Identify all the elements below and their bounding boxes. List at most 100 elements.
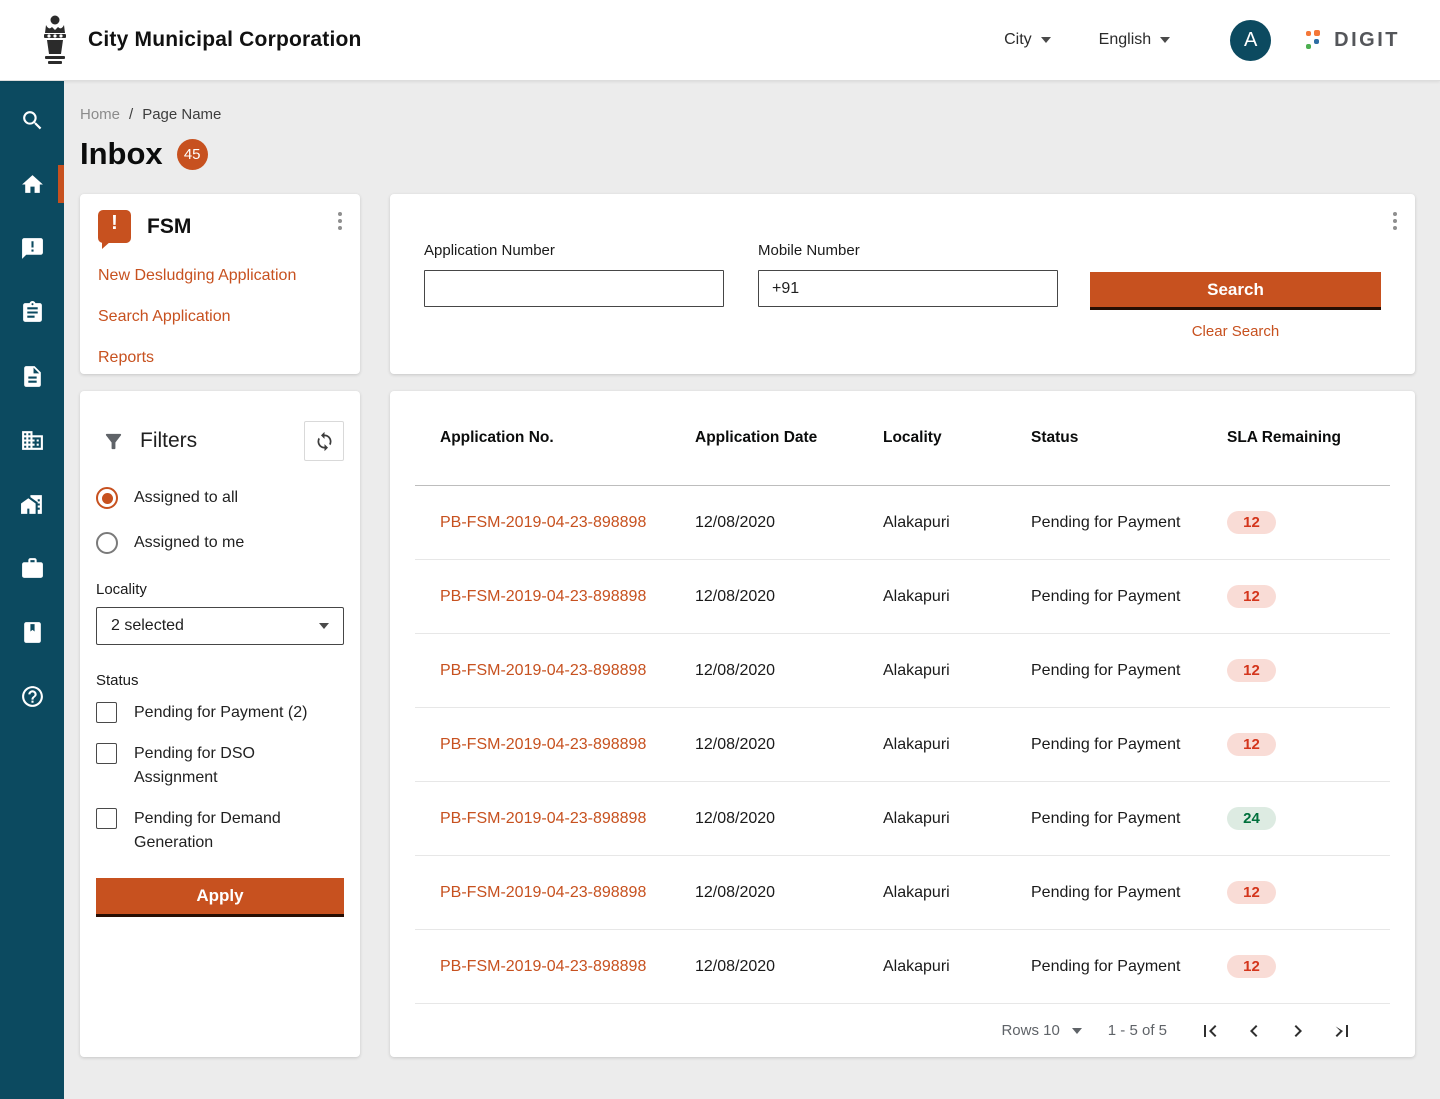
- application-number-link[interactable]: PB-FSM-2019-04-23-898898: [440, 513, 647, 531]
- locality-label: Locality: [96, 581, 147, 598]
- sidebar-item-search[interactable]: [0, 88, 64, 152]
- status-checkbox-row[interactable]: Pending for Payment (2): [96, 701, 344, 725]
- status-checkbox-group: Pending for Payment (2) Pending for DSO …: [96, 701, 344, 855]
- refresh-filters-button[interactable]: [304, 421, 344, 461]
- status-cell: Pending for Payment: [1031, 883, 1181, 901]
- application-number-link[interactable]: PB-FSM-2019-04-23-898898: [440, 809, 647, 827]
- table-row: PB-FSM-2019-04-23-898898 12/08/2020 Alak…: [415, 856, 1390, 930]
- status-cell: Pending for Payment: [1031, 735, 1181, 753]
- sidebar-item-documents[interactable]: [0, 344, 64, 408]
- sla-remaining-badge: 12: [1227, 955, 1276, 978]
- page-title: Inbox: [80, 136, 163, 171]
- locality-cell: Alakapuri: [883, 661, 950, 679]
- first-page-icon: [1204, 1024, 1217, 1037]
- locality-select[interactable]: 2 selected: [96, 607, 344, 645]
- locality-cell: Alakapuri: [883, 883, 950, 901]
- sidebar: [0, 81, 64, 1099]
- first-page-button[interactable]: [1197, 1018, 1223, 1044]
- home-work-icon: [20, 494, 42, 514]
- rows-per-page-select[interactable]: Rows 10: [1001, 1022, 1082, 1039]
- status-cell: Pending for Payment: [1031, 513, 1181, 531]
- fsm-link[interactable]: Reports: [98, 349, 155, 366]
- sidebar-item-employee[interactable]: [0, 536, 64, 600]
- fsm-module-icon: [98, 210, 131, 249]
- table-body: PB-FSM-2019-04-23-898898 12/08/2020 Alak…: [390, 486, 1415, 1004]
- breadcrumb-home-link[interactable]: Home: [80, 106, 121, 123]
- status-label: Status: [96, 672, 139, 689]
- application-date-cell: 12/08/2020: [695, 513, 776, 531]
- mobile-number-input[interactable]: [758, 270, 1058, 307]
- sidebar-item-property[interactable]: [0, 472, 64, 536]
- locality-cell: Alakapuri: [883, 735, 950, 753]
- application-number-link[interactable]: PB-FSM-2019-04-23-898898: [440, 587, 647, 605]
- sidebar-item-help[interactable]: [0, 664, 64, 728]
- table-row: PB-FSM-2019-04-23-898898 12/08/2020 Alak…: [415, 560, 1390, 634]
- main-content: Home / Page Name Inbox 45 FSM: [64, 81, 1440, 1099]
- sidebar-item-buildings[interactable]: [0, 408, 64, 472]
- assignment-radio[interactable]: Assigned to all: [96, 487, 344, 509]
- sidebar-item-complaints[interactable]: [0, 216, 64, 280]
- application-number-link[interactable]: PB-FSM-2019-04-23-898898: [440, 735, 647, 753]
- search-panel-card: Application Number Mobile Number Search …: [390, 194, 1415, 374]
- sidebar-item-home[interactable]: [0, 152, 64, 216]
- chevron-left-icon: [1250, 1024, 1258, 1037]
- filter-icon: [105, 433, 122, 449]
- mobile-number-label: Mobile Number: [758, 242, 860, 259]
- radio-icon: [96, 532, 118, 554]
- application-date-cell: 12/08/2020: [695, 809, 776, 827]
- application-number-input[interactable]: [424, 270, 724, 307]
- application-date-cell: 12/08/2020: [695, 661, 776, 679]
- fsm-module-card: FSM New Desludging Application Search Ap…: [80, 194, 360, 374]
- clear-search-link[interactable]: Clear Search: [1191, 323, 1280, 340]
- application-date-cell: 12/08/2020: [695, 883, 776, 901]
- sla-remaining-badge: 12: [1227, 511, 1276, 534]
- fsm-link[interactable]: New Desludging Application: [98, 267, 297, 284]
- feedback-icon: [21, 237, 43, 259]
- status-checkbox-row[interactable]: Pending for Demand Generation: [96, 807, 344, 855]
- application-number-link[interactable]: PB-FSM-2019-04-23-898898: [440, 661, 647, 679]
- application-date-cell: 12/08/2020: [695, 587, 776, 605]
- digit-wordmark: DIGIT: [1334, 28, 1400, 51]
- clipboard-icon: [22, 300, 42, 322]
- column-header-status: Status: [1031, 429, 1079, 446]
- status-checkbox-row[interactable]: Pending for DSO Assignment: [96, 742, 344, 790]
- filters-title: Filters: [140, 429, 198, 452]
- next-page-button[interactable]: [1285, 1018, 1311, 1044]
- search-icon: [22, 110, 41, 129]
- locality-cell: Alakapuri: [883, 809, 950, 827]
- pagination-bar: Rows 10 1 - 5 of 5: [390, 1004, 1415, 1057]
- building-icon: [21, 430, 43, 450]
- table-header-row: Application No. Application Date Localit…: [415, 391, 1390, 486]
- sidebar-item-bookmarks[interactable]: [0, 600, 64, 664]
- application-number-link[interactable]: PB-FSM-2019-04-23-898898: [440, 957, 647, 975]
- assignment-radio-group: Assigned to all Assigned to me: [96, 487, 344, 554]
- city-selector[interactable]: City: [1004, 31, 1051, 49]
- fsm-card-menu-icon[interactable]: [334, 208, 346, 234]
- home-icon: [21, 174, 43, 193]
- bookmark-icon: [23, 621, 41, 643]
- fsm-link[interactable]: Search Application: [98, 308, 231, 325]
- search-button[interactable]: Search: [1090, 272, 1381, 310]
- last-page-button[interactable]: [1329, 1018, 1355, 1044]
- assignment-radio[interactable]: Assigned to me: [96, 532, 344, 554]
- search-card-menu-icon[interactable]: [1389, 208, 1401, 234]
- top-header: City Municipal Corporation City English …: [0, 0, 1440, 81]
- avatar[interactable]: A: [1230, 19, 1272, 61]
- digit-logo: DIGIT: [1305, 28, 1400, 52]
- table-row: PB-FSM-2019-04-23-898898 12/08/2020 Alak…: [415, 930, 1390, 1004]
- application-number-link[interactable]: PB-FSM-2019-04-23-898898: [440, 883, 647, 901]
- last-page-icon: [1335, 1024, 1348, 1037]
- locality-cell: Alakapuri: [883, 513, 950, 531]
- chevron-down-icon: [1071, 1027, 1082, 1034]
- help-icon: [21, 685, 43, 707]
- apply-filters-button[interactable]: Apply: [96, 878, 344, 917]
- application-number-label: Application Number: [424, 242, 555, 259]
- language-selector[interactable]: English: [1099, 31, 1171, 49]
- checkbox-icon: [96, 743, 117, 764]
- briefcase-icon: [21, 557, 43, 578]
- chevron-down-icon: [1160, 37, 1171, 43]
- refresh-icon: [317, 431, 331, 451]
- previous-page-button[interactable]: [1241, 1018, 1267, 1044]
- sidebar-item-applications[interactable]: [0, 280, 64, 344]
- checkbox-icon: [96, 702, 117, 723]
